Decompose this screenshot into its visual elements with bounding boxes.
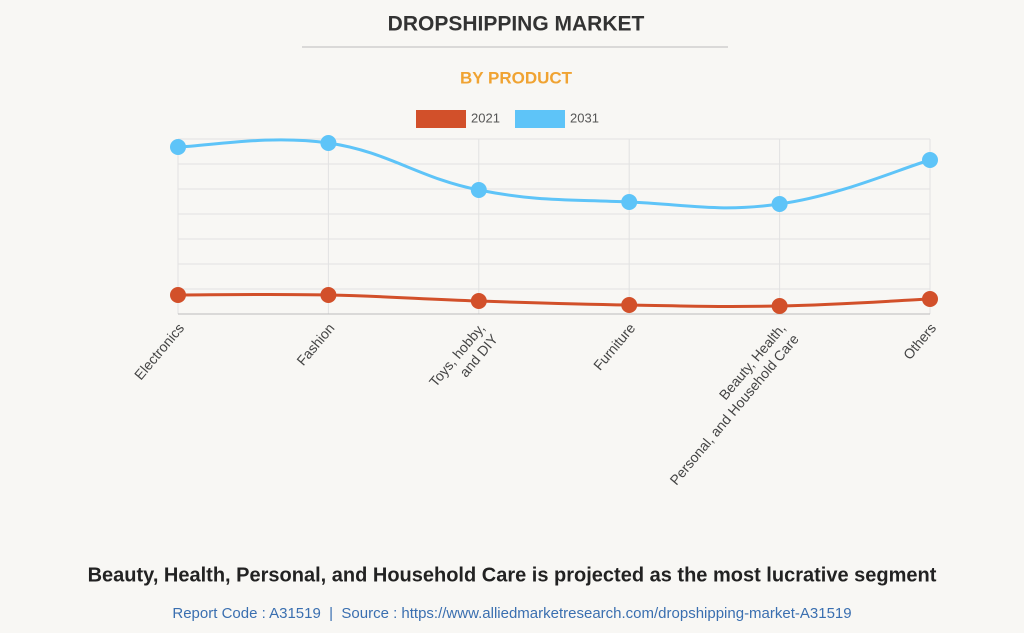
legend-swatch <box>416 110 466 128</box>
data-point <box>170 287 186 303</box>
chart-subtitle: BY PRODUCT <box>460 68 573 87</box>
chart-title: DROPSHIPPING MARKET <box>388 13 645 36</box>
data-point <box>621 297 638 313</box>
data-point <box>320 135 337 151</box>
data-point <box>922 152 938 168</box>
legend-label: 2031 <box>570 110 599 125</box>
data-point <box>621 194 638 210</box>
data-point <box>771 298 788 314</box>
series-line <box>177 292 931 309</box>
data-point <box>320 287 337 303</box>
legend-label: 2021 <box>471 110 500 125</box>
headline: Beauty, Health, Personal, and Household … <box>88 564 937 586</box>
data-point <box>470 182 487 198</box>
series-line <box>177 138 931 210</box>
source: Report Code : A31519 | Source : https://… <box>172 605 851 622</box>
data-point <box>170 139 186 155</box>
legend-swatch <box>515 110 565 128</box>
data-point <box>470 293 487 309</box>
data-point <box>922 291 938 307</box>
data-point <box>771 196 788 212</box>
